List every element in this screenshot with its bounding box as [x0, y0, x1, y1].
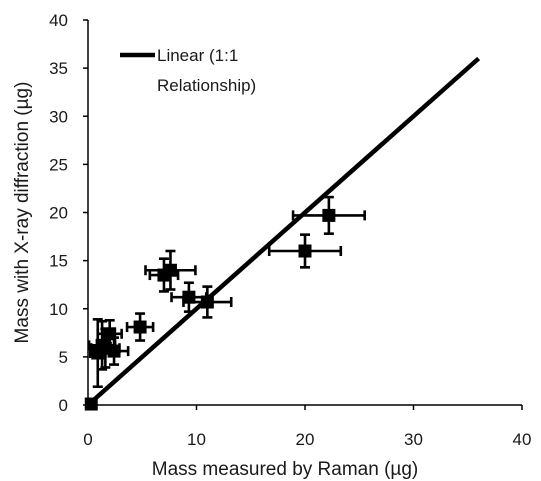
x-axis-ticks: 0 10 20 30 40 — [83, 405, 531, 449]
data-point — [291, 195, 366, 235]
legend: Linear (1:1 Relationship) — [120, 46, 256, 95]
square-marker — [84, 397, 98, 411]
x-tick-label: 30 — [404, 430, 423, 449]
x-tick-label: 10 — [187, 430, 206, 449]
y-tick-label: 30 — [49, 107, 68, 126]
square-marker — [163, 263, 177, 277]
data-point — [84, 397, 98, 411]
series-layer — [86, 56, 481, 407]
square-marker — [107, 344, 121, 358]
square-marker — [182, 290, 196, 304]
data-point — [267, 233, 343, 269]
y-tick-label: 0 — [59, 396, 68, 415]
y-tick-label: 5 — [59, 348, 68, 367]
series-line-1-to-1 — [86, 56, 481, 407]
y-tick-label: 35 — [49, 59, 68, 78]
data-points — [84, 195, 366, 411]
data-point — [125, 312, 155, 342]
y-tick-label: 40 — [49, 11, 68, 30]
data-point — [144, 249, 197, 291]
x-tick-label: 0 — [83, 430, 92, 449]
x-axis-title: Mass measured by Raman (µg) — [152, 459, 418, 480]
y-tick-label: 25 — [49, 155, 68, 174]
y-axis-ticks: 0 5 10 15 20 25 30 35 40 — [49, 11, 88, 415]
x-tick-label: 20 — [296, 430, 315, 449]
y-tick-label: 20 — [49, 204, 68, 223]
square-marker — [200, 295, 214, 309]
square-marker — [298, 244, 312, 258]
y-tick-label: 15 — [49, 252, 68, 271]
y-tick-label: 10 — [49, 300, 68, 319]
y-axis-title: Mass with X-ray diffraction (µg) — [12, 82, 33, 344]
legend-label-line-1: Linear (1:1 — [157, 46, 238, 65]
x-tick-label: 40 — [513, 430, 532, 449]
square-marker — [133, 320, 147, 334]
data-point — [182, 285, 233, 319]
square-marker — [322, 208, 336, 222]
data-point — [98, 336, 130, 366]
legend-label-line-2: Relationship) — [157, 76, 256, 95]
